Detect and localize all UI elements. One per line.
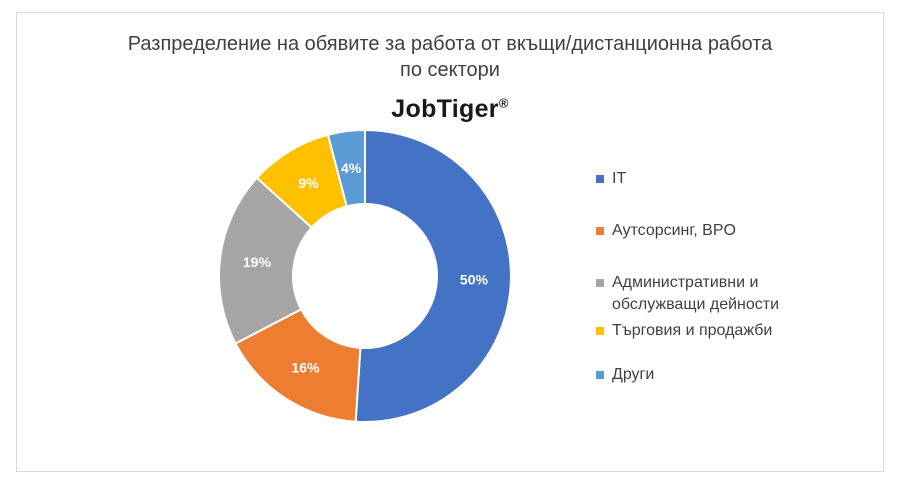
- legend-label-3-line-0: Търговия и продажби: [612, 322, 773, 339]
- legend-label-4-line-0: Други: [612, 366, 655, 383]
- legend-label-0: IT: [612, 168, 626, 190]
- slice-0: [354, 128, 512, 423]
- legend-label-3: Търговия и продажби: [612, 320, 772, 342]
- legend-item-2: Административни и обслужващи дейности: [596, 272, 779, 316]
- slice-label-3: 9%: [298, 175, 319, 191]
- legend-swatch-0: [596, 175, 604, 183]
- slice-4: [326, 128, 366, 208]
- chart-title-line-1: Разпределение на обявите за работа от вк…: [127, 33, 773, 55]
- legend-item-0: IT: [596, 168, 626, 190]
- legend-swatch-2: [596, 279, 604, 287]
- logo-text: JobTiger: [391, 95, 499, 123]
- legend-label-2-line-0: Административни и: [612, 274, 759, 291]
- legend-swatch-4: [596, 371, 604, 379]
- slice-label-0: 50%: [460, 271, 489, 287]
- donut-chart: 50% 16% 19% 9% 4%: [218, 128, 512, 423]
- legend-item-1: Аутсорсинг, BPO: [596, 220, 736, 242]
- legend-swatch-1: [596, 227, 604, 235]
- legend-label-1-line-0: Аутсорсинг, BPO: [612, 222, 736, 239]
- jobtiger-logo: JobTiger®: [17, 95, 883, 124]
- registered-mark: ®: [498, 95, 509, 111]
- legend-item-4: Други: [596, 364, 654, 386]
- legend-label-2-line-1: обслужващи дейности: [612, 296, 780, 313]
- legend-item-3: Търговия и продажби: [596, 320, 772, 342]
- legend-label-4: Други: [612, 364, 654, 386]
- chart-title: Разпределение на обявите за работа от вк…: [17, 31, 883, 83]
- legend-label-0-line-0: IT: [612, 170, 627, 187]
- slice-label-2: 19%: [243, 254, 272, 270]
- legend-label-2: Административни и обслужващи дейности: [612, 272, 779, 316]
- legend-swatch-3: [596, 327, 604, 335]
- slice-2: [218, 176, 314, 345]
- slice-label-4: 4%: [341, 160, 362, 176]
- slice-label-1: 16%: [292, 359, 321, 375]
- legend-label-1: Аутсорсинг, BPO: [612, 220, 736, 242]
- chart-title-line-2: по сектори: [400, 59, 500, 81]
